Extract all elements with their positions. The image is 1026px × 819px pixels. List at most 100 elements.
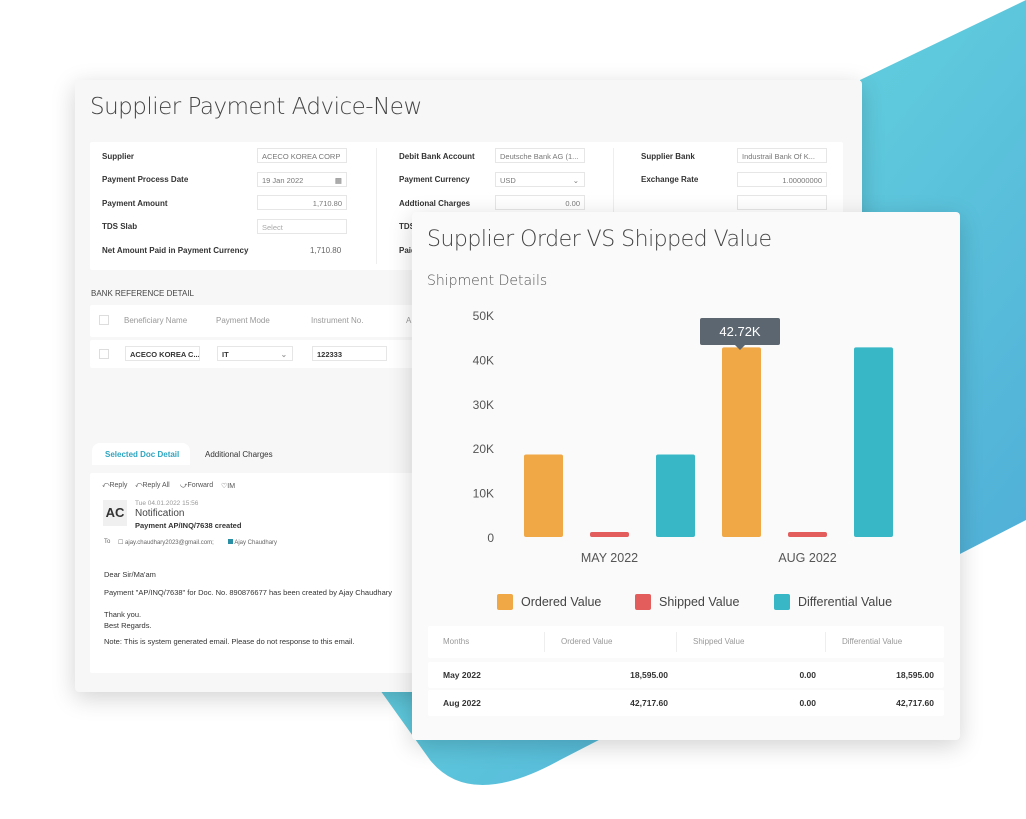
y-tick-label: 20K	[473, 442, 494, 456]
debit-bank-label: Debit Bank Account	[399, 152, 475, 161]
amount-input[interactable]: 1,710.80	[257, 195, 347, 210]
cell-month: Aug 2022	[443, 698, 481, 708]
reply-all-button[interactable]: ⤺Reply All	[135, 482, 170, 489]
email-subject: Notification	[135, 508, 185, 519]
legend-shipped[interactable]: Shipped Value	[635, 594, 739, 610]
payment-mode-value: IT	[222, 350, 229, 359]
legend-label: Ordered Value	[521, 595, 602, 609]
to-label: To	[104, 539, 111, 545]
email-summary: Payment AP/INQ/7638 created	[135, 521, 242, 530]
avatar: AC	[103, 500, 127, 526]
bar-shipped-value[interactable]	[590, 532, 629, 537]
email-date: Tue 04.01.2022 15:56	[135, 500, 199, 507]
y-tick-label: 0	[487, 531, 494, 545]
legend-label: Shipped Value	[659, 595, 740, 609]
cell-shipped: 0.00	[799, 670, 816, 680]
email-regards: Best Regards.	[104, 621, 152, 630]
bar-ordered-value[interactable]	[722, 347, 761, 537]
to-email: ☐ ajay.chaudhary2023@gmail.com;	[118, 540, 214, 546]
column-payment-mode: Payment Mode	[216, 316, 270, 325]
to-name: Ajay Chaudhary	[228, 539, 277, 546]
empty-input[interactable]	[737, 195, 827, 210]
additional-charges-input[interactable]: 0.00	[495, 195, 585, 210]
exchange-rate-label: Exchange Rate	[641, 175, 699, 184]
net-amount-value: 1,710.80	[310, 246, 342, 255]
bar-shipped-value[interactable]	[788, 532, 827, 537]
chart-window: Supplier Order VS Shipped Value Shipment…	[412, 212, 960, 740]
forward-button[interactable]: ⤻Forward	[180, 482, 214, 489]
email-panel: ⤺Reply ⤺Reply All ⤻Forward ♡IM AC Tue 04…	[90, 473, 420, 673]
email-note: Note: This is system generated email. Pl…	[104, 637, 355, 646]
instrument-input[interactable]: 122333	[312, 346, 387, 361]
payment-mode-select[interactable]: IT ⌄	[217, 346, 293, 361]
bank-reference-row: ACECO KOREA C... IT ⌄ 122333	[90, 340, 420, 368]
reply-button[interactable]: ⤺Reply	[102, 482, 128, 489]
legend-swatch	[635, 594, 651, 610]
debit-bank-input[interactable]: Deutsche Bank AG (1...	[495, 148, 585, 163]
column-months: Months	[443, 637, 470, 646]
legend-label: Differential Value	[798, 595, 893, 609]
bar-chart: 0 10K 20K 30K 40K 50K MAY 2022 AUG 2022	[473, 309, 893, 565]
cell-month: May 2022	[443, 670, 481, 680]
paid-label: Paid	[399, 246, 416, 255]
legend-differential[interactable]: Differential Value	[774, 594, 892, 610]
chart-subtitle: Shipment Details	[427, 273, 548, 289]
cell-ordered: 42,717.60	[630, 698, 668, 708]
currency-select[interactable]: USD ⌄	[495, 172, 585, 187]
email-thanks: Thank you.	[104, 610, 142, 619]
table-row[interactable]: Aug 2022 42,717.60 0.00 42,717.60	[428, 690, 944, 716]
tooltip-arrow	[735, 345, 745, 355]
tab-label: Selected Doc Detail	[105, 450, 180, 459]
cell-shipped: 0.00	[799, 698, 816, 708]
cell-ordered: 18,595.00	[630, 670, 668, 680]
tds-slab-select[interactable]: Select	[257, 219, 347, 234]
process-date-value: 19 Jan 2022	[262, 176, 304, 185]
select-all-checkbox[interactable]	[99, 315, 109, 325]
chevron-down-icon: ⌄	[280, 350, 287, 359]
tds-label: TDS	[399, 222, 415, 231]
y-tick-label: 30K	[473, 398, 494, 412]
im-button[interactable]: ♡IM	[221, 483, 236, 490]
chart-tooltip: 42.72K	[700, 318, 780, 345]
x-tick-label: AUG 2022	[778, 551, 836, 565]
legend-swatch	[497, 594, 513, 610]
process-date-input[interactable]: 19 Jan 2022 ▦	[257, 172, 347, 187]
column-amount: A	[406, 316, 412, 325]
cell-differential: 18,595.00	[896, 670, 934, 680]
bank-reference-header: Beneficiary Name Payment Mode Instrument…	[90, 305, 420, 337]
exchange-rate-input[interactable]: 1.00000000	[737, 172, 827, 187]
additional-charges-label: Addtional Charges	[399, 199, 471, 208]
bank-reference-heading: BANK REFERENCE DETAIL	[91, 289, 194, 298]
page-title: Supplier Payment Advice-New	[90, 94, 422, 120]
process-date-label: Payment Process Date	[102, 175, 189, 184]
column-ordered-value: Ordered Value	[561, 637, 613, 646]
tab-selected-doc-detail[interactable]: Selected Doc Detail	[92, 443, 190, 465]
currency-label: Payment Currency	[399, 175, 470, 184]
table-row[interactable]: May 2022 18,595.00 0.00 18,595.00	[428, 662, 944, 688]
column-shipped-value: Shipped Value	[693, 637, 745, 646]
supplier-bank-select[interactable]: Industrail Bank Of K...	[737, 148, 827, 163]
legend-ordered[interactable]: Ordered Value	[497, 594, 601, 610]
table-header: Months Ordered Value Shipped Value Diffe…	[428, 626, 944, 658]
bar-ordered-value[interactable]	[524, 454, 563, 537]
bar-differential-value[interactable]	[854, 347, 893, 537]
email-greeting: Dear Sir/Ma'am	[104, 570, 156, 579]
y-tick-label: 10K	[473, 487, 494, 501]
row-checkbox[interactable]	[99, 349, 109, 359]
currency-value: USD	[500, 176, 516, 185]
supplier-bank-label: Supplier Bank	[641, 152, 695, 161]
supplier-input[interactable]: ACECO KOREA CORP	[257, 148, 347, 163]
calendar-icon[interactable]: ▦	[334, 176, 342, 185]
net-amount-label: Net Amount Paid in Payment Currency	[102, 246, 249, 255]
bar-differential-value[interactable]	[656, 454, 695, 537]
column-instrument-no: Instrument No.	[311, 316, 364, 325]
column-differential-value: Differential Value	[842, 637, 903, 646]
tds-slab-label: TDS Slab	[102, 222, 138, 231]
x-tick-label: MAY 2022	[581, 551, 638, 565]
email-body: Payment "AP/INQ/7638" for Doc. No. 89087…	[104, 588, 392, 597]
column-beneficiary-name: Beneficiary Name	[124, 316, 188, 325]
legend-swatch	[774, 594, 790, 610]
cell-differential: 42,717.60	[896, 698, 934, 708]
beneficiary-input[interactable]: ACECO KOREA C...	[125, 346, 200, 361]
tab-additional-charges[interactable]: Additional Charges	[205, 450, 273, 459]
